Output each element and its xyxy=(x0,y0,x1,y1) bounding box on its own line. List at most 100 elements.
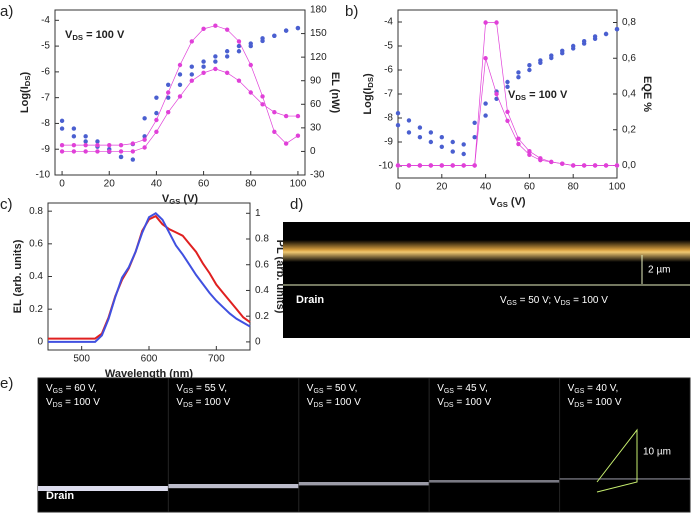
y2-tick-label: 180 xyxy=(310,5,327,16)
point xyxy=(450,139,455,145)
panel-label: a) xyxy=(0,3,13,20)
y-tick-label: -9 xyxy=(41,144,50,155)
point xyxy=(154,95,159,100)
vds-label-part: = 100 V xyxy=(62,397,100,408)
point xyxy=(603,163,609,168)
point xyxy=(450,163,455,168)
y2-tick-label: 0,6 xyxy=(622,53,636,64)
y2-tick-label: 0 xyxy=(255,337,261,348)
point xyxy=(549,159,554,165)
point xyxy=(236,78,242,83)
point xyxy=(406,130,412,135)
point xyxy=(283,28,289,33)
y-axis-label: EL (arb. units) xyxy=(12,239,24,313)
point xyxy=(483,20,488,25)
y2-tick-label: 0,2 xyxy=(622,124,636,135)
point xyxy=(527,62,532,68)
micrograph-frame xyxy=(167,377,300,513)
point xyxy=(260,102,265,107)
point xyxy=(527,148,532,154)
point xyxy=(213,23,218,28)
vgs-label-part: V xyxy=(176,383,183,394)
point xyxy=(505,79,510,85)
y-tick-label: 0.6 xyxy=(29,238,43,249)
y-axis-label-part: Log(I xyxy=(362,88,374,115)
vgs-label: VGS = 60 V, xyxy=(46,383,97,395)
point xyxy=(614,27,620,32)
vds-label-part: V xyxy=(176,397,183,408)
point xyxy=(95,142,100,148)
y2-tick-label: 150 xyxy=(310,28,327,39)
y-axis-label-part: DS xyxy=(23,76,32,87)
y2-axis-label-part: EL (nW) xyxy=(329,72,341,114)
vds-label: VDS = 100 V xyxy=(307,397,361,409)
point xyxy=(538,60,543,65)
point xyxy=(177,94,183,99)
point xyxy=(295,25,301,31)
point xyxy=(439,135,444,140)
y2-tick-label: 0 xyxy=(310,146,316,157)
point xyxy=(107,142,112,148)
vds-label-part: DS xyxy=(313,402,323,409)
y2-axis-label-part: EQE % xyxy=(641,76,653,112)
point xyxy=(428,130,434,135)
point xyxy=(571,46,576,51)
panel-label: e) xyxy=(0,375,13,392)
point xyxy=(130,157,136,162)
x-tick-label: 0 xyxy=(59,179,65,190)
drain-line xyxy=(429,480,560,483)
point xyxy=(224,70,230,76)
point xyxy=(461,142,466,147)
vds-label-part: V xyxy=(46,397,53,408)
vds-label: VDS = 100 V xyxy=(46,397,100,409)
vds-label-part: V xyxy=(437,397,444,408)
y-tick-label: 0.4 xyxy=(29,271,43,282)
annotation-part: = 100 V xyxy=(83,29,125,41)
vgs-label-part: = 45 V, xyxy=(454,383,488,394)
drain-label: Drain xyxy=(46,490,74,502)
x-axis-label-part: Wavelength (nm) xyxy=(105,368,194,380)
y-axis-label-part: DS xyxy=(366,77,375,88)
y-tick-label: 0.2 xyxy=(29,304,43,315)
point xyxy=(71,142,77,148)
point xyxy=(83,139,88,144)
y-tick-label: -10 xyxy=(379,161,394,172)
point xyxy=(581,163,587,168)
point xyxy=(560,51,565,56)
point xyxy=(95,139,100,144)
y2-tick-label: -30 xyxy=(310,170,325,181)
vgs-label-part: V xyxy=(307,383,314,394)
point xyxy=(428,163,434,168)
point xyxy=(236,43,242,49)
point xyxy=(142,116,147,121)
point xyxy=(395,163,401,168)
point xyxy=(236,49,242,54)
x-axis-label-part: V xyxy=(162,193,170,205)
point xyxy=(213,59,218,64)
x-tick-label: 60 xyxy=(524,182,536,193)
vgs-label-part: = 40 V, xyxy=(584,383,618,394)
point xyxy=(83,134,88,139)
vds-label-part: = 100 V xyxy=(584,397,622,408)
point xyxy=(260,94,265,99)
point xyxy=(260,38,265,44)
y-tick-label: -7 xyxy=(41,92,50,103)
annotation: VDS = 100 V xyxy=(65,29,125,42)
point xyxy=(483,56,488,61)
x-axis-label-part: (V) xyxy=(508,196,526,208)
point xyxy=(166,82,171,87)
point xyxy=(224,54,230,59)
x-tick-label: 40 xyxy=(480,182,492,193)
condition-label: VGS = 50 V; VDS = 100 V xyxy=(500,295,608,307)
point xyxy=(201,26,206,32)
vgs-label: VGS = 45 V, xyxy=(437,383,488,395)
point xyxy=(592,36,598,41)
point xyxy=(450,149,455,154)
point xyxy=(527,152,532,157)
y2-tick-label: 0,0 xyxy=(622,160,636,171)
x-axis-label-part: (V) xyxy=(180,193,198,205)
micrograph xyxy=(283,222,690,338)
vds-label-part: DS xyxy=(574,402,584,409)
point xyxy=(472,120,477,126)
vds-label: VDS = 100 V xyxy=(568,397,622,409)
